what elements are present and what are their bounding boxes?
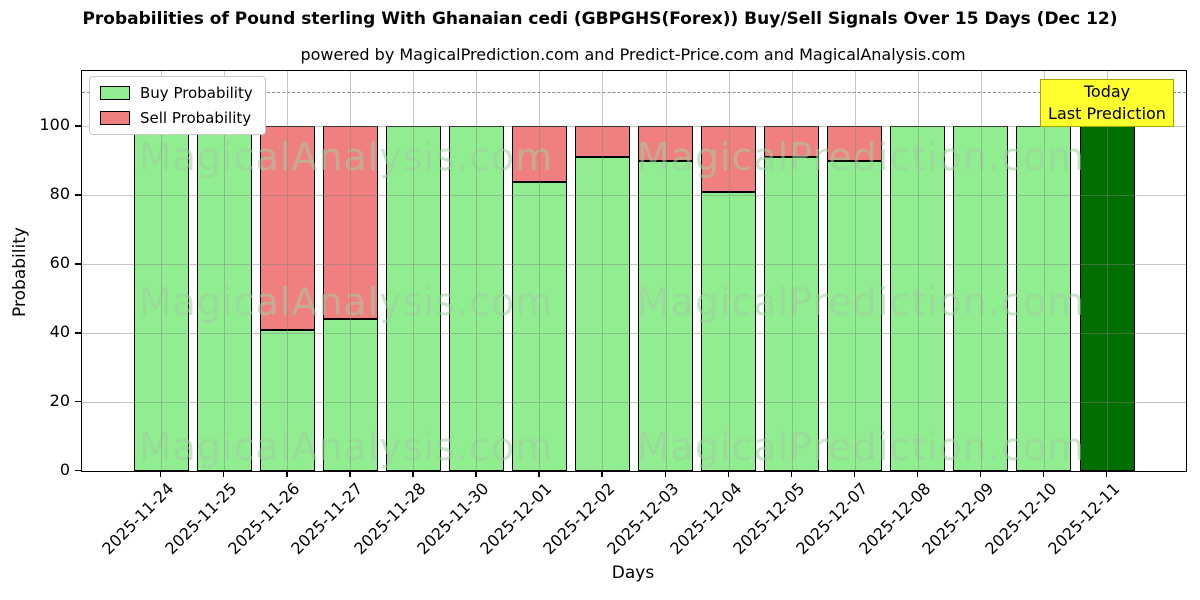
buy-bar	[953, 126, 1009, 471]
x-gridline	[791, 71, 793, 471]
chart-subtitle: powered by MagicalPrediction.com and Pre…	[300, 45, 966, 64]
sell-bar	[511, 126, 567, 182]
watermark-text: MagicalPrediction.com	[636, 280, 1086, 324]
x-tick-mark	[664, 471, 666, 477]
sell-bar	[764, 126, 820, 158]
x-gridline	[224, 71, 226, 471]
x-tick-mark	[853, 471, 856, 477]
today-annotation-line1: Today	[1083, 82, 1131, 101]
buy-bar	[385, 126, 441, 471]
plot-area: Buy Probability Sell Probability Today La…	[81, 70, 1187, 472]
x-gridline	[350, 71, 352, 471]
x-tick-mark	[727, 471, 729, 477]
x-gridline	[980, 71, 982, 471]
x-gridline	[728, 71, 730, 471]
dashed-reference-line	[82, 92, 1186, 94]
buy-bar	[764, 157, 820, 471]
y-tick-label: 80	[49, 184, 70, 204]
x-tick-mark	[538, 471, 540, 477]
x-gridline	[602, 71, 604, 471]
y-tick-label: 0	[59, 460, 70, 479]
y-gridline	[82, 126, 1186, 128]
y-tick-label: 40	[49, 322, 70, 342]
watermark-text: MagicalAnalysis.com	[138, 135, 554, 179]
y-tick-mark	[75, 332, 81, 334]
sell-bar	[259, 126, 315, 330]
sell-bar	[322, 126, 378, 320]
buy-bar	[511, 181, 567, 471]
legend-label: Sell Probability	[140, 109, 252, 127]
x-tick-mark	[979, 471, 982, 477]
x-tick-mark	[349, 471, 351, 477]
buy-bar	[133, 126, 189, 471]
x-tick-mark	[601, 471, 603, 477]
sell-bar	[827, 126, 883, 161]
watermark-text: MagicalAnalysis.com	[138, 280, 554, 324]
legend-swatch	[100, 111, 130, 125]
y-tick-mark	[75, 125, 81, 127]
x-tick-mark	[1042, 471, 1045, 477]
sell-bar	[574, 126, 630, 158]
sell-bar	[638, 126, 694, 161]
x-tick-mark	[223, 471, 225, 477]
x-gridline	[1043, 71, 1045, 471]
buy-bar	[322, 319, 378, 471]
buy-bar	[574, 157, 630, 471]
buy-bar	[890, 126, 946, 471]
x-gridline	[854, 71, 856, 471]
y-tick-label: 60	[49, 253, 70, 273]
x-tick-mark	[1106, 471, 1108, 477]
y-gridline	[82, 195, 1186, 197]
y-tick-mark	[75, 263, 81, 265]
y-tick-mark	[75, 194, 81, 196]
buy-bar	[1016, 126, 1072, 471]
buy-bar	[827, 160, 883, 471]
x-gridline	[161, 71, 162, 471]
x-tick-mark	[916, 471, 919, 477]
buy-bar	[701, 191, 757, 471]
buy-bar	[638, 160, 694, 471]
chart-title: Probabilities of Pound sterling With Gha…	[82, 9, 1118, 29]
legend-swatch	[100, 86, 130, 100]
today-annotation: Today Last Prediction	[1040, 79, 1174, 127]
watermark-text: MagicalPrediction.com	[636, 135, 1086, 179]
y-gridline	[82, 264, 1186, 266]
buy-bar	[196, 126, 252, 471]
legend-label: Buy Probability	[140, 84, 253, 102]
x-gridline	[287, 71, 289, 471]
x-gridline	[476, 71, 478, 471]
buy-bar	[448, 126, 504, 471]
x-tick-mark	[412, 471, 414, 477]
x-gridline	[413, 71, 415, 471]
y-tick-mark	[75, 401, 81, 403]
x-gridline	[1107, 71, 1108, 471]
watermark-text: MagicalAnalysis.com	[138, 425, 554, 469]
legend: Buy Probability Sell Probability	[89, 76, 266, 135]
y-tick-label: 20	[49, 391, 70, 411]
y-gridline	[82, 333, 1186, 335]
x-tick-mark	[286, 471, 288, 477]
x-gridline	[665, 71, 667, 471]
sell-bar	[701, 126, 757, 192]
x-tick-mark	[790, 471, 793, 477]
x-tick-mark	[160, 471, 162, 477]
today-bar	[1079, 126, 1135, 471]
watermark-text: MagicalPrediction.com	[636, 425, 1086, 469]
buy-bar	[259, 329, 315, 471]
x-axis-label: Days	[611, 563, 655, 583]
x-gridline	[917, 71, 919, 471]
x-tick-mark	[475, 471, 477, 477]
x-gridline	[539, 71, 541, 471]
y-gridline	[82, 402, 1186, 404]
y-tick-label: 100	[39, 115, 70, 135]
today-annotation-line2: Last Prediction	[1048, 104, 1166, 123]
legend-item: Sell Probability	[100, 109, 253, 127]
legend-item: Buy Probability	[100, 84, 253, 102]
y-tick-mark	[75, 470, 81, 472]
